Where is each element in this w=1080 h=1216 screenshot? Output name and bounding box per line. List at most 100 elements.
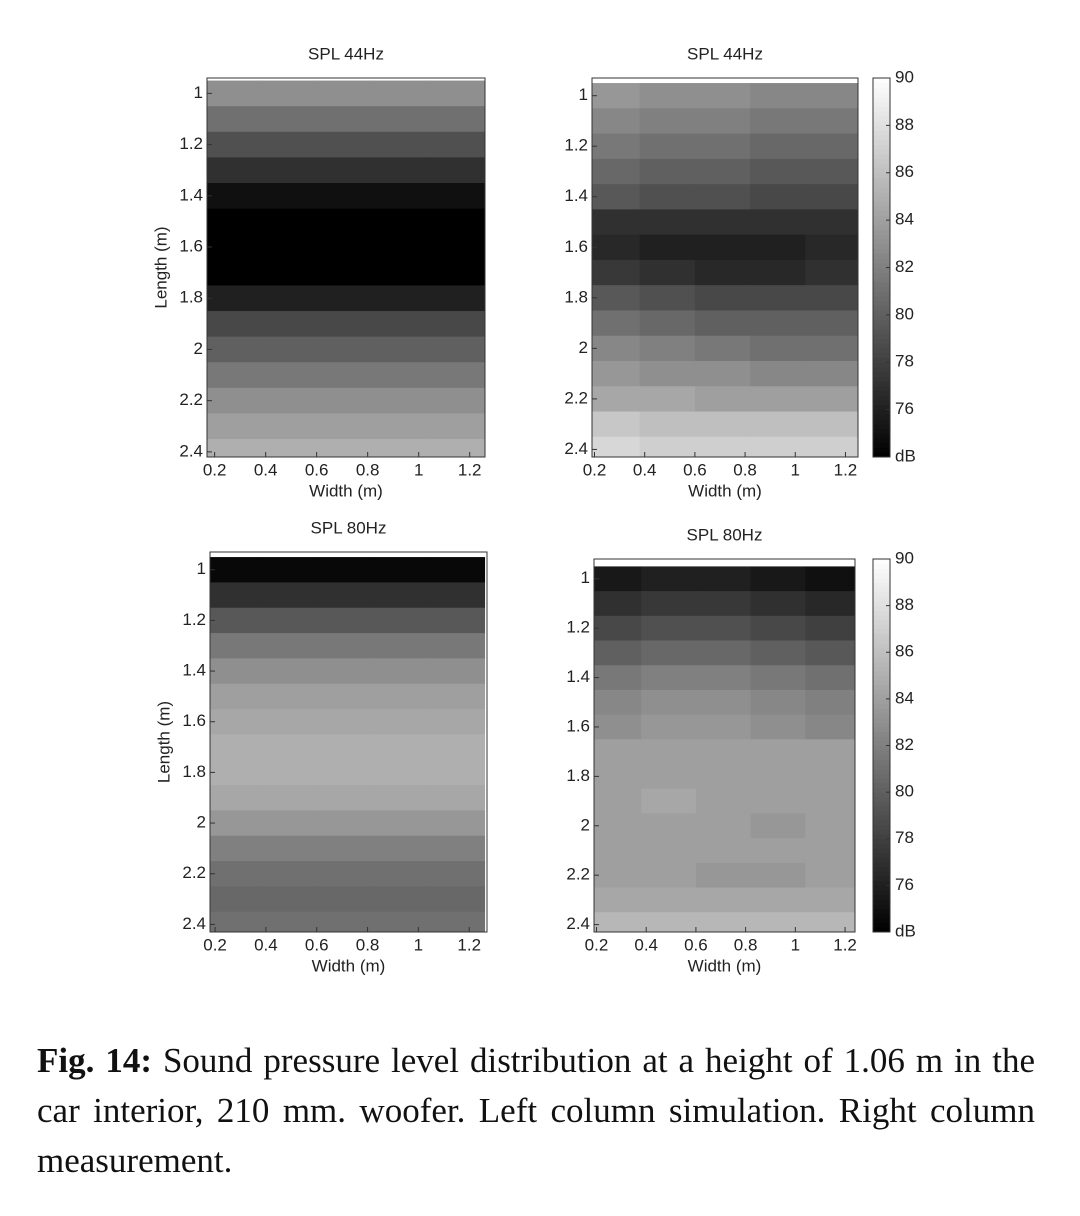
colorbar-swatch [873, 224, 890, 231]
cell [428, 157, 485, 184]
cell [372, 439, 430, 457]
colorbar-swatch [873, 829, 890, 835]
colorbar-swatch [873, 286, 890, 292]
cell [428, 234, 485, 261]
cell [594, 887, 642, 913]
cell [372, 886, 430, 913]
y-tick-label: 2 [581, 815, 590, 834]
colorbar-swatch [873, 210, 890, 216]
cell [694, 133, 751, 160]
y-tick-label: 1.8 [566, 766, 590, 785]
cell [207, 234, 262, 261]
colorbar-swatch [873, 894, 890, 900]
colorbar-swatch [873, 722, 890, 728]
cell [316, 285, 374, 312]
colorbar-swatch [873, 115, 890, 122]
x-tick-label: 0.4 [633, 460, 657, 479]
cell [639, 360, 696, 387]
cell [207, 362, 262, 389]
colorbar-swatch [873, 586, 890, 593]
x-tick-label: 1.2 [458, 460, 482, 479]
colorbar-swatch [873, 806, 890, 812]
cell [750, 689, 806, 716]
heatmap-cells [594, 566, 855, 932]
cell [592, 83, 641, 109]
colorbar-tick-label: 76 [895, 875, 914, 894]
colorbar-swatch [873, 600, 890, 607]
cell [594, 566, 642, 592]
colorbar-swatch [873, 568, 890, 574]
cell [372, 557, 430, 583]
colorbar-swatch [873, 87, 890, 93]
cell [750, 566, 806, 592]
cell [428, 557, 486, 583]
cell [260, 734, 318, 761]
cell [641, 838, 697, 864]
cell [805, 411, 858, 438]
colorbar-swatch [873, 191, 890, 197]
cell [639, 335, 696, 362]
cell [695, 615, 752, 642]
cell [260, 633, 318, 659]
cell [750, 335, 806, 362]
chart-title: SPL 80Hz [311, 518, 387, 537]
y-tick-label: 2.2 [566, 865, 590, 884]
cell [750, 862, 806, 889]
colorbar-swatch [873, 610, 890, 616]
cell [805, 566, 855, 592]
cell [594, 739, 642, 765]
cell [316, 683, 374, 710]
cell [641, 862, 697, 889]
plot-frame [209, 551, 488, 933]
colorbar-tick-label: 88 [895, 115, 914, 134]
cell [594, 788, 642, 815]
cell [641, 887, 697, 913]
cell [592, 285, 641, 312]
colorbar-swatch [873, 740, 890, 746]
cell [750, 285, 806, 312]
colorbar-swatch [873, 314, 890, 321]
cell [207, 259, 262, 287]
colorbar-swatch [873, 778, 890, 784]
colorbar-swatch [873, 927, 890, 933]
cell [805, 360, 858, 387]
cell [750, 360, 806, 387]
cell [592, 436, 641, 457]
cell [372, 607, 430, 634]
cell [372, 182, 430, 210]
cell [207, 80, 262, 107]
cell [639, 209, 696, 236]
cell [372, 259, 430, 287]
colorbar-swatch [873, 139, 890, 145]
colorbar-swatch [873, 782, 890, 788]
colorbar-swatch [873, 352, 890, 359]
cell [592, 184, 641, 210]
cell [260, 582, 318, 609]
cell [260, 785, 318, 811]
cell [428, 683, 486, 710]
colorbar-swatch [873, 647, 890, 653]
colorbar-swatch [873, 768, 890, 774]
colorbar-swatch [873, 243, 890, 250]
cell [372, 311, 430, 338]
chart-title: SPL 44Hz [687, 44, 763, 63]
chart-title: SPL 80Hz [687, 525, 763, 544]
cell [641, 640, 697, 666]
cell [428, 413, 485, 440]
cell [207, 106, 262, 133]
cell [594, 640, 642, 666]
colorbar-swatch [873, 78, 890, 84]
colorbar-swatch [873, 300, 890, 306]
cell [750, 386, 806, 413]
cell [260, 835, 318, 862]
cell [695, 862, 752, 889]
x-tick-label: 0.4 [254, 460, 278, 479]
cell [316, 658, 374, 685]
cell [372, 861, 430, 887]
colorbar-swatch [873, 329, 890, 335]
colorbar-swatch [873, 624, 890, 630]
colorbar-swatch [873, 698, 890, 705]
cell [428, 387, 485, 415]
cell [641, 615, 697, 642]
